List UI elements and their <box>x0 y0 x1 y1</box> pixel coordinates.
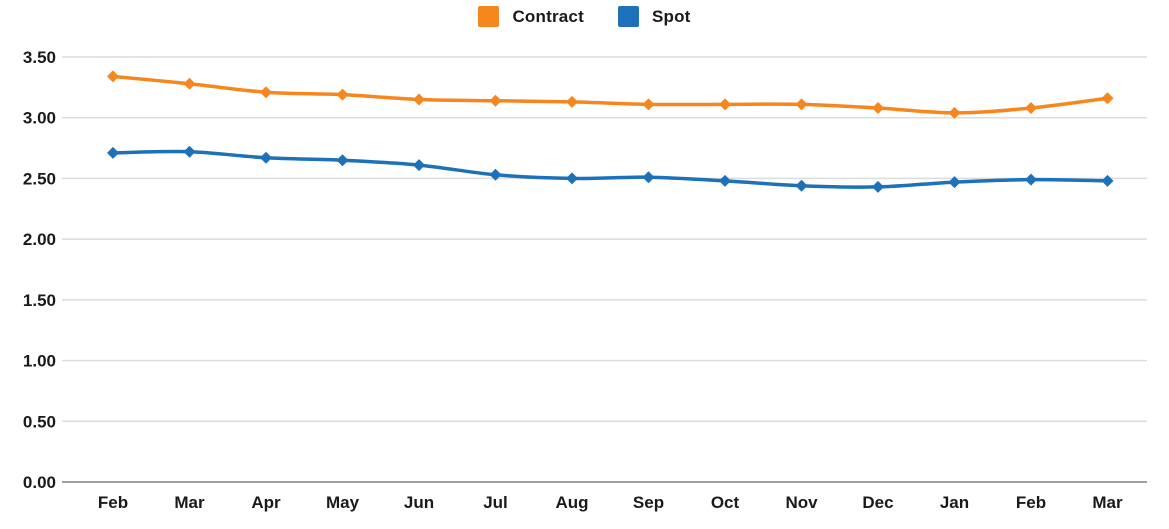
data-point-spot-aug-6[interactable] <box>566 172 578 185</box>
data-point-spot-mar-1[interactable] <box>183 145 196 158</box>
x-tick-label: Jan <box>940 493 969 512</box>
data-point-contract-jan-11[interactable] <box>948 106 961 119</box>
x-tick-label: Mar <box>1092 493 1123 512</box>
series-line-contract <box>111 74 1110 115</box>
chart-legend: Contract Spot <box>0 6 1169 27</box>
legend-label-spot: Spot <box>651 6 691 26</box>
x-tick-label: Sep <box>633 493 664 512</box>
data-point-contract-jul-5[interactable] <box>489 94 502 107</box>
legend-label-contract: Contract <box>512 6 584 26</box>
contract-color-swatch <box>478 6 500 27</box>
data-point-contract-feb-0[interactable] <box>107 70 119 83</box>
data-point-contract-sep-7[interactable] <box>642 98 655 111</box>
data-point-spot-jun-4[interactable] <box>413 159 425 172</box>
y-tick-label: 2.50 <box>23 169 56 188</box>
x-tick-label: Feb <box>98 493 128 512</box>
data-point-spot-dec-10[interactable] <box>872 180 884 193</box>
data-point-spot-feb-12[interactable] <box>1025 173 1037 186</box>
x-tick-label: Apr <box>251 493 281 512</box>
x-tick-label: Oct <box>711 493 740 512</box>
legend-item-spot: Spot <box>617 6 691 27</box>
x-tick-label: Dec <box>862 493 893 512</box>
y-tick-label: 1.50 <box>23 291 56 310</box>
legend-item-contract: Contract <box>478 6 584 27</box>
x-tick-label: Feb <box>1016 493 1046 512</box>
data-point-contract-apr-2[interactable] <box>260 86 272 99</box>
data-point-spot-apr-2[interactable] <box>260 151 272 164</box>
data-point-spot-feb-0[interactable] <box>107 146 119 159</box>
data-point-contract-mar-13[interactable] <box>1101 92 1114 105</box>
data-point-contract-mar-1[interactable] <box>183 77 196 90</box>
y-tick-label: 2.00 <box>23 230 56 249</box>
data-point-spot-sep-7[interactable] <box>642 171 655 184</box>
data-point-spot-nov-9[interactable] <box>795 179 808 192</box>
y-tick-label: 3.00 <box>23 109 56 128</box>
data-point-contract-jun-4[interactable] <box>413 93 425 106</box>
y-tick-label: 0.00 <box>23 473 56 492</box>
y-tick-label: 3.50 <box>23 48 56 67</box>
data-point-spot-oct-8[interactable] <box>719 174 731 187</box>
data-point-spot-may-3[interactable] <box>336 154 349 167</box>
x-tick-label: May <box>326 493 360 512</box>
y-tick-label: 1.00 <box>23 352 56 371</box>
y-tick-label: 0.50 <box>23 412 56 431</box>
x-tick-label: Nov <box>785 493 818 512</box>
data-point-spot-jul-5[interactable] <box>489 168 502 181</box>
spot-color-swatch <box>617 6 639 27</box>
x-tick-label: Jun <box>404 493 434 512</box>
data-point-contract-aug-6[interactable] <box>566 95 578 108</box>
x-tick-label: Aug <box>555 493 588 512</box>
data-point-contract-dec-10[interactable] <box>872 102 884 114</box>
series-line-spot <box>111 149 1110 189</box>
x-tick-label: Mar <box>174 493 205 512</box>
data-point-contract-oct-8[interactable] <box>719 98 731 111</box>
data-point-contract-feb-12[interactable] <box>1025 102 1037 114</box>
data-point-contract-nov-9[interactable] <box>795 98 808 111</box>
data-point-spot-mar-13[interactable] <box>1101 174 1114 187</box>
data-point-spot-jan-11[interactable] <box>948 176 961 189</box>
data-point-contract-may-3[interactable] <box>336 88 349 101</box>
x-tick-label: Jul <box>483 493 508 512</box>
